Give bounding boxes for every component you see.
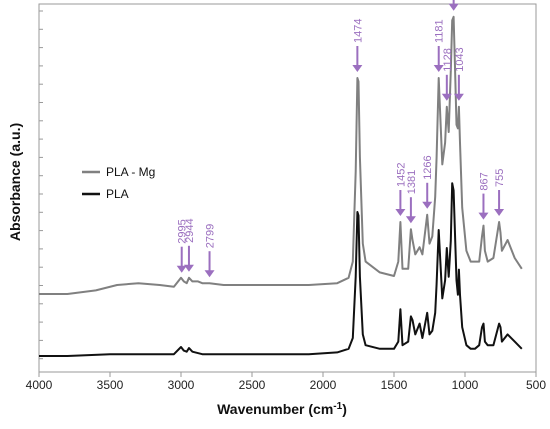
peak-label: 755 <box>494 169 506 187</box>
peak-arrow-head <box>441 93 452 101</box>
chart-axes: 4000 3500 3000 2500 2000 1500 1000 500 <box>26 3 546 392</box>
peak-label: 1452 <box>395 163 407 187</box>
peak-label: 2995 <box>177 219 189 243</box>
x-axis-title-main: Wavenumber (cm <box>217 401 333 417</box>
x-tick-label: 3000 <box>168 378 195 392</box>
series-line-pla <box>39 182 523 357</box>
x-tick-label: 1500 <box>381 378 408 392</box>
x-axis-title-end: ) <box>342 401 347 417</box>
peak-arrow-head <box>352 65 363 72</box>
peak-label: 2944 <box>184 218 196 242</box>
peak-arrow-head <box>422 201 433 209</box>
peak-arrow-head <box>453 93 464 101</box>
y-axis-title: Absorbance (a.u.) <box>7 123 23 241</box>
legend-label: PLA - Mg <box>106 165 155 179</box>
peak-label: 1474 <box>352 19 364 43</box>
peak-label: 867 <box>478 172 490 190</box>
peak-arrow-head <box>405 216 416 224</box>
peak-arrow-head <box>183 264 194 272</box>
peak-arrow-head <box>176 265 187 273</box>
x-tick-label: 2000 <box>310 378 337 392</box>
x-axis-title: Wavenumber (cm-1) <box>217 401 347 417</box>
peak-arrow-head <box>494 209 505 216</box>
peak-label: 1381 <box>406 170 418 194</box>
peak-label: 1181 <box>434 19 446 43</box>
annotation-layer: 2995294427991474145213811266118111281080… <box>176 0 506 278</box>
series-line-pla-mg <box>39 15 523 295</box>
x-tick-label: 2500 <box>239 378 266 392</box>
legend-label: PLA <box>106 187 129 201</box>
series-layer <box>39 15 523 357</box>
peak-arrow-head <box>478 212 489 220</box>
x-tick-label: 500 <box>526 378 546 392</box>
peak-label: 1128 <box>442 48 454 72</box>
legend: PLA - Mg PLA <box>82 165 155 201</box>
plot-frame <box>38 3 537 373</box>
peak-arrow-head <box>395 209 406 216</box>
x-axis-title-sup: -1 <box>333 401 342 412</box>
peak-arrow-head <box>204 270 215 278</box>
x-tick-label: 3500 <box>97 378 124 392</box>
peak-label: 1266 <box>422 155 434 179</box>
peak-label: 1043 <box>454 47 466 71</box>
x-tick-label: 4000 <box>26 378 53 392</box>
peak-arrow-head <box>448 3 459 11</box>
peak-arrow-head <box>433 65 444 72</box>
x-tick-label: 1000 <box>452 378 479 392</box>
peak-label: 2799 <box>205 224 217 248</box>
